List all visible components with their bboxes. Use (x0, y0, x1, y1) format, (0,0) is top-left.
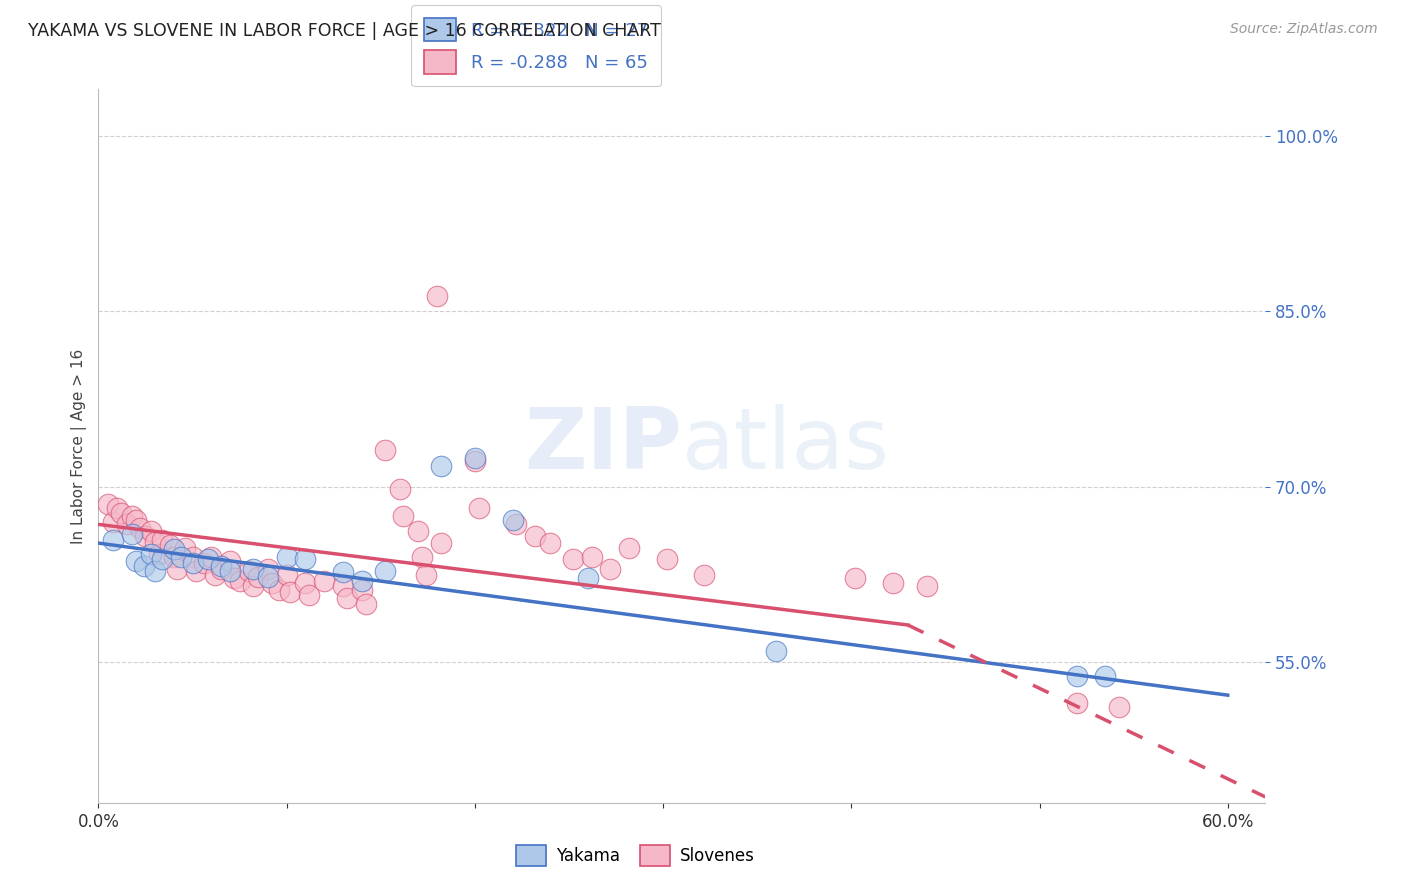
Point (242, 579, 264, 593)
Point (354, 597, 377, 611)
Point (276, 567, 298, 582)
Point (163, 550, 186, 565)
Text: ZIP: ZIP (524, 404, 682, 488)
Point (170, 550, 193, 565)
Point (538, 536, 561, 550)
Point (576, 571, 599, 585)
Point (332, 579, 354, 593)
Legend: Yakama, Slovenes: Yakama, Slovenes (509, 838, 761, 873)
Point (298, 588, 321, 602)
Point (139, 547, 162, 561)
Point (181, 550, 204, 565)
Point (193, 556, 215, 570)
Text: YAKAMA VS SLOVENE IN LABOR FORCE | AGE > 16 CORRELATION CHART: YAKAMA VS SLOVENE IN LABOR FORCE | AGE >… (28, 22, 661, 40)
Point (505, 517, 527, 532)
Point (467, 501, 489, 516)
Point (314, 574, 336, 588)
Point (844, 571, 866, 585)
Point (426, 289, 449, 303)
Point (103, 515, 125, 529)
Point (581, 550, 603, 565)
Point (464, 450, 486, 465)
Point (238, 564, 260, 578)
Point (561, 552, 583, 566)
Point (247, 570, 270, 584)
Point (143, 535, 166, 549)
Point (125, 513, 148, 527)
Point (415, 567, 437, 582)
Point (115, 517, 138, 532)
Point (134, 529, 156, 543)
Point (1094, 669, 1116, 683)
Point (197, 552, 219, 566)
Point (186, 564, 208, 578)
Point (655, 552, 678, 566)
Point (392, 509, 415, 524)
Point (619, 541, 641, 555)
Point (242, 562, 264, 576)
Point (350, 574, 373, 588)
Point (128, 521, 150, 535)
Point (110, 506, 132, 520)
Point (174, 541, 197, 555)
Point (260, 575, 283, 590)
Point (163, 541, 186, 556)
Point (159, 538, 181, 552)
Point (143, 564, 166, 578)
Point (209, 559, 232, 574)
Point (1108, 699, 1130, 714)
Point (219, 554, 242, 568)
Point (765, 644, 787, 658)
Point (693, 567, 716, 582)
Point (524, 529, 547, 543)
Point (276, 550, 298, 565)
Point (1066, 669, 1088, 683)
Point (228, 574, 250, 588)
Point (132, 559, 155, 574)
Point (148, 547, 170, 561)
Point (200, 550, 222, 565)
Point (181, 556, 204, 570)
Point (882, 575, 904, 590)
Point (388, 483, 411, 497)
Point (411, 550, 433, 565)
Point (350, 582, 373, 597)
Point (430, 536, 453, 550)
Point (336, 591, 359, 605)
Point (294, 552, 316, 566)
Point (105, 501, 128, 516)
Point (204, 567, 226, 582)
Point (915, 579, 938, 593)
Point (209, 562, 232, 576)
Point (97, 498, 120, 512)
Point (280, 585, 302, 599)
Point (373, 442, 395, 457)
Point (121, 526, 143, 541)
Point (502, 513, 524, 527)
Point (139, 524, 162, 539)
Point (464, 454, 486, 468)
Point (599, 562, 621, 576)
Point (256, 570, 278, 584)
Point (256, 562, 278, 576)
Y-axis label: In Labor Force | Age > 16: In Labor Force | Age > 16 (72, 349, 87, 543)
Point (166, 562, 188, 576)
Point (103, 533, 125, 547)
Point (430, 458, 453, 473)
Point (125, 554, 148, 568)
Point (1066, 697, 1088, 711)
Text: atlas: atlas (682, 404, 890, 488)
Point (222, 571, 245, 585)
Text: Source: ZipAtlas.com: Source: ZipAtlas.com (1230, 22, 1378, 37)
Point (152, 552, 174, 566)
Point (332, 566, 354, 580)
Point (219, 564, 242, 578)
Point (269, 582, 291, 597)
Point (373, 564, 395, 578)
Point (294, 575, 316, 590)
Point (408, 524, 430, 539)
Point (121, 509, 143, 524)
Point (152, 533, 174, 547)
